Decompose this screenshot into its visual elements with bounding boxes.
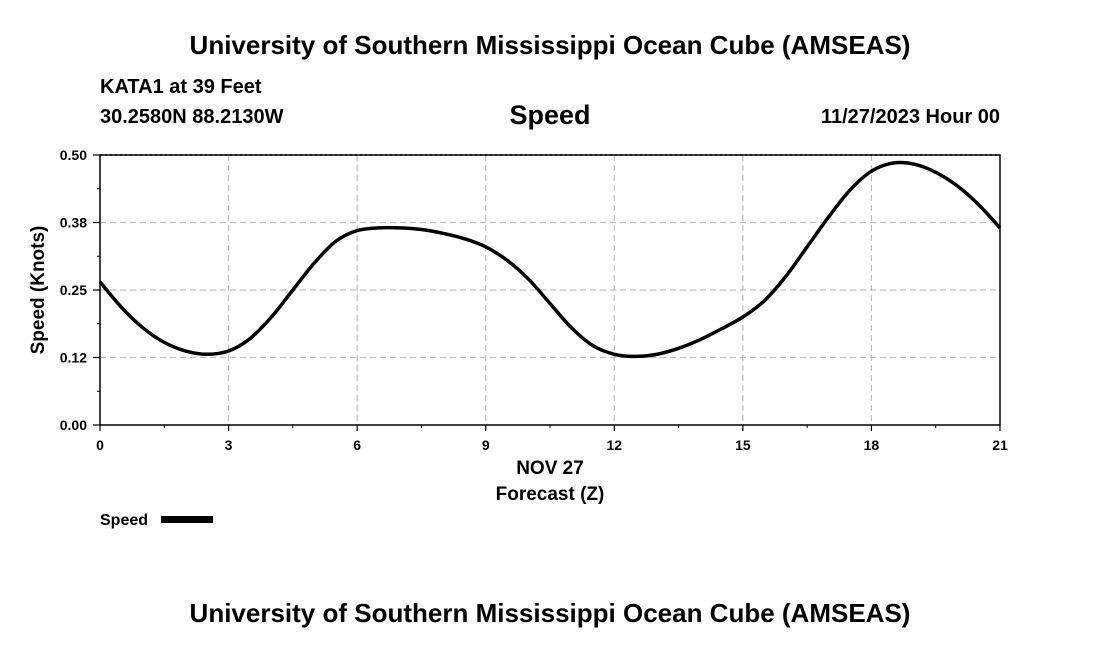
- y-tick-label: 0.00: [60, 417, 87, 433]
- x-axis-label: Forecast (Z): [496, 484, 605, 505]
- x-tick-label: 18: [864, 437, 880, 453]
- y-tick-label: 0.38: [60, 215, 87, 231]
- legend-label: Speed: [100, 512, 148, 529]
- coordinates-label: 30.2580N 88.2130W: [100, 106, 284, 128]
- axis-ticks: [93, 154, 1001, 431]
- y-tick-label: 0.50: [60, 147, 87, 163]
- x-tick-label: 9: [482, 437, 490, 453]
- footer-title: University of Southern Mississippi Ocean…: [189, 598, 911, 628]
- variable-title: Speed: [509, 100, 591, 130]
- station-label: KATA1 at 39 Feet: [100, 76, 262, 98]
- chart-title: University of Southern Mississippi Ocean…: [189, 30, 911, 60]
- x-tick-label: 3: [225, 437, 233, 453]
- x-axis-date-label: NOV 27: [516, 458, 584, 479]
- x-tick-label: 21: [992, 437, 1008, 453]
- series-line-speed: [98, 160, 1002, 359]
- x-tick-label: 15: [735, 437, 751, 453]
- x-tick-label: 0: [96, 437, 104, 453]
- forecast-datetime: 11/27/2023 Hour 00: [820, 106, 1000, 128]
- x-tick-label: 6: [353, 437, 361, 453]
- legend-swatch: [161, 516, 213, 523]
- x-tick-label: 12: [606, 437, 622, 453]
- grid: [100, 154, 1000, 425]
- y-axis-label: Speed (Knots): [28, 226, 49, 355]
- y-tick-label: 0.25: [60, 282, 87, 298]
- tick-labels: 0 3 6 9 12 15 18 21 0.00 0.12 0.25 0.38 0.50: [60, 147, 1008, 453]
- y-tick-label: 0.12: [60, 350, 87, 366]
